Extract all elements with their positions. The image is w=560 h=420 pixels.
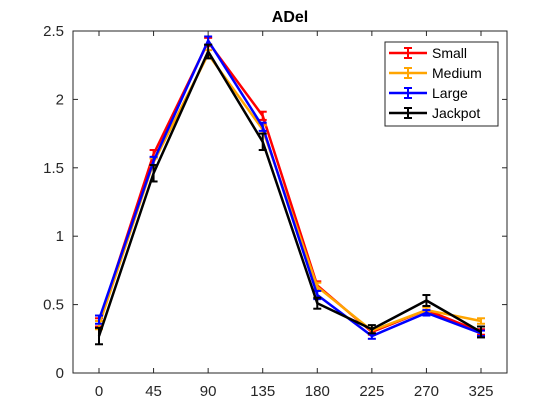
chart-title: ADel (272, 9, 308, 26)
y-tick-label: 0.5 (43, 297, 64, 314)
x-tick-label: 45 (145, 383, 162, 400)
error-bar (95, 314, 103, 325)
x-tick-label: 270 (414, 383, 439, 400)
legend-item: Small (389, 45, 467, 61)
axes-box (72, 30, 508, 374)
error-bar (367, 324, 376, 335)
y-tick-label: 1.5 (43, 160, 64, 177)
error-bar (313, 296, 322, 310)
axis-ticks: 0 45 90 135 180 225 270 325 0 0.5 1 1.5 2 2.5 (43, 23, 507, 400)
y-tick-label: 1 (56, 228, 64, 245)
legend-item: Large (389, 85, 468, 101)
y-tick-label: 0 (56, 365, 64, 382)
legend-label: Small (432, 45, 467, 61)
error-bar (258, 132, 267, 152)
error-bar (258, 110, 267, 121)
y-tick-label: 2 (56, 91, 64, 108)
legend-item: Medium (389, 65, 482, 81)
error-bar (422, 294, 431, 307)
legend-label: Jackpot (432, 105, 480, 121)
series-line (97, 39, 482, 338)
error-bar (204, 43, 213, 60)
x-tick-label: 135 (250, 383, 275, 400)
error-bar (95, 326, 103, 346)
chart-marks (95, 35, 485, 346)
y-tick-label: 2.5 (43, 23, 64, 40)
error-bar (477, 317, 485, 325)
series-jackpot (95, 43, 485, 346)
error-bar (258, 121, 267, 132)
error-bar (149, 164, 158, 183)
legend-label: Medium (432, 65, 482, 81)
legend: Small Medium Large Jackpot (384, 41, 499, 127)
x-tick-label: 180 (305, 383, 330, 400)
x-tick-label: 325 (468, 383, 493, 400)
series-line (97, 50, 482, 337)
x-tick-label: 225 (359, 383, 384, 400)
x-tick-label: 90 (200, 383, 217, 400)
x-tick-label: 0 (95, 383, 103, 400)
error-bar (477, 325, 485, 339)
error-bar (422, 309, 431, 317)
legend-item: Jackpot (389, 105, 480, 121)
legend-label: Large (432, 85, 468, 101)
